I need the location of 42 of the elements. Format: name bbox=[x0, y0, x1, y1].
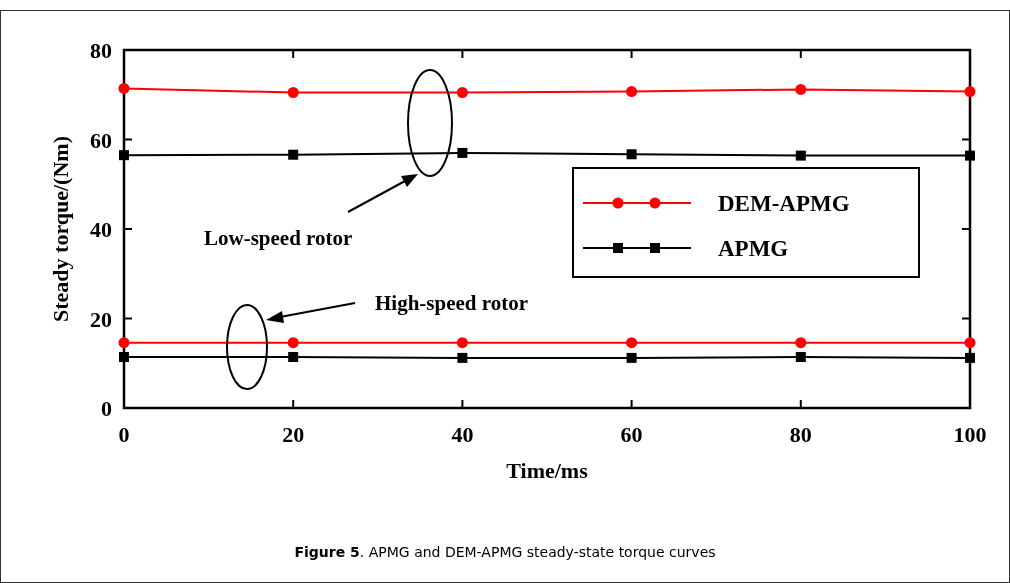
point bbox=[965, 352, 975, 363]
x-tick-label: 60 bbox=[620, 422, 643, 447]
point bbox=[795, 337, 807, 349]
point bbox=[457, 352, 468, 363]
x-tick-label: 20 bbox=[282, 422, 305, 447]
y-axis-title: Steady torque/(Nm) bbox=[48, 136, 73, 322]
point bbox=[456, 87, 468, 99]
point bbox=[626, 86, 638, 98]
annotation: High-speed rotor bbox=[375, 291, 529, 315]
point bbox=[795, 351, 806, 362]
x-tick-label: 100 bbox=[953, 422, 987, 447]
point bbox=[626, 149, 637, 160]
y-tick-label: 40 bbox=[90, 217, 112, 242]
annotation: Low-speed rotor bbox=[204, 226, 353, 250]
caption: Figure 5. APMG and DEM-APMG steady-state torque curves bbox=[294, 544, 716, 560]
x-tick-label: 40 bbox=[451, 422, 474, 447]
x-axis-title: Time/ms bbox=[506, 458, 589, 483]
point bbox=[288, 149, 299, 160]
point bbox=[287, 337, 299, 349]
point bbox=[456, 337, 468, 349]
legend-label: DEM-APMG bbox=[718, 191, 850, 216]
point bbox=[626, 337, 638, 349]
point bbox=[118, 337, 130, 349]
point bbox=[964, 86, 976, 98]
point bbox=[795, 83, 807, 95]
y-tick-label: 60 bbox=[90, 127, 112, 153]
point bbox=[287, 87, 299, 99]
point bbox=[964, 337, 976, 349]
point bbox=[119, 351, 129, 362]
point bbox=[626, 352, 637, 363]
y-tick-label: 20 bbox=[90, 306, 112, 332]
point bbox=[288, 351, 299, 362]
point bbox=[118, 82, 130, 94]
point bbox=[965, 150, 975, 161]
x-tick-label: 0 bbox=[118, 422, 130, 447]
point bbox=[457, 147, 468, 158]
y-tick-label: 80 bbox=[90, 38, 112, 63]
point bbox=[795, 150, 806, 161]
x-tick-label: 80 bbox=[789, 422, 812, 447]
y-tick-label: 0 bbox=[101, 396, 112, 421]
legend-label: APMG bbox=[718, 236, 789, 261]
point bbox=[119, 150, 129, 161]
